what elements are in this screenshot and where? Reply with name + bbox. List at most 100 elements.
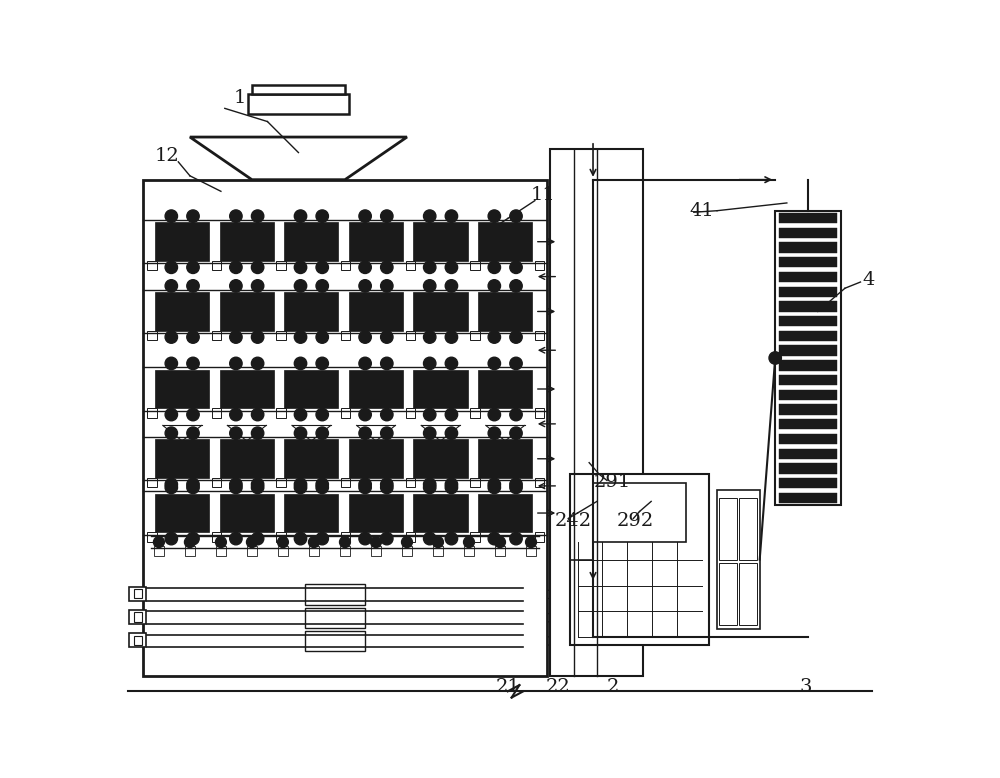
- Bar: [341, 408, 350, 418]
- Bar: [779, 301, 837, 312]
- Circle shape: [165, 357, 178, 370]
- Bar: [284, 292, 338, 331]
- Circle shape: [424, 478, 436, 491]
- Bar: [143, 180, 547, 676]
- Bar: [284, 223, 338, 261]
- Circle shape: [381, 482, 393, 494]
- Circle shape: [510, 478, 522, 491]
- Circle shape: [187, 331, 199, 343]
- Circle shape: [381, 331, 393, 343]
- Text: 4: 4: [862, 272, 874, 289]
- Bar: [129, 633, 146, 647]
- Text: 22: 22: [546, 678, 571, 696]
- Bar: [719, 498, 737, 559]
- Circle shape: [316, 280, 328, 292]
- Bar: [406, 478, 415, 488]
- Bar: [779, 345, 837, 356]
- Circle shape: [251, 210, 264, 223]
- Bar: [779, 316, 837, 326]
- Bar: [341, 478, 350, 488]
- Circle shape: [251, 280, 264, 292]
- Circle shape: [359, 357, 371, 370]
- Circle shape: [424, 210, 436, 223]
- Bar: [341, 261, 350, 271]
- Bar: [212, 532, 221, 541]
- Circle shape: [424, 261, 436, 274]
- Circle shape: [153, 537, 164, 548]
- Bar: [779, 419, 837, 429]
- Circle shape: [316, 210, 328, 223]
- Circle shape: [316, 478, 328, 491]
- Bar: [134, 636, 142, 645]
- Bar: [155, 292, 209, 331]
- Polygon shape: [523, 588, 570, 601]
- Bar: [309, 546, 319, 555]
- Bar: [406, 331, 415, 340]
- Circle shape: [424, 427, 436, 440]
- Text: 1: 1: [234, 89, 246, 107]
- Bar: [739, 563, 757, 626]
- Bar: [478, 494, 532, 532]
- Text: 21: 21: [495, 678, 520, 696]
- Bar: [535, 331, 544, 340]
- Circle shape: [445, 331, 458, 343]
- Bar: [406, 261, 415, 271]
- Circle shape: [359, 261, 371, 274]
- Circle shape: [381, 261, 393, 274]
- Circle shape: [488, 478, 501, 491]
- Bar: [779, 434, 837, 444]
- Bar: [185, 546, 195, 555]
- Circle shape: [445, 478, 458, 491]
- Bar: [276, 408, 286, 418]
- Bar: [464, 546, 474, 555]
- Circle shape: [251, 357, 264, 370]
- Circle shape: [187, 210, 199, 223]
- Bar: [779, 375, 837, 385]
- Bar: [402, 546, 412, 555]
- Bar: [478, 440, 532, 478]
- Bar: [470, 478, 480, 488]
- Circle shape: [359, 280, 371, 292]
- Circle shape: [488, 331, 501, 343]
- Bar: [305, 584, 365, 605]
- Bar: [413, 370, 468, 408]
- Bar: [129, 610, 146, 624]
- Circle shape: [445, 427, 458, 440]
- Circle shape: [251, 482, 264, 494]
- Bar: [779, 360, 837, 370]
- Bar: [413, 440, 468, 478]
- Bar: [478, 223, 532, 261]
- Bar: [340, 546, 350, 555]
- Circle shape: [381, 357, 393, 370]
- Circle shape: [316, 532, 328, 545]
- Bar: [349, 494, 403, 532]
- Text: 41: 41: [689, 202, 714, 219]
- Bar: [220, 223, 274, 261]
- Circle shape: [251, 331, 264, 343]
- Text: 292: 292: [617, 512, 654, 530]
- Circle shape: [488, 408, 501, 421]
- Circle shape: [230, 478, 242, 491]
- Bar: [779, 478, 837, 489]
- Circle shape: [165, 408, 178, 421]
- Circle shape: [488, 280, 501, 292]
- Circle shape: [359, 478, 371, 491]
- Circle shape: [294, 532, 307, 545]
- Bar: [779, 390, 837, 400]
- Circle shape: [165, 261, 178, 274]
- Circle shape: [294, 427, 307, 440]
- Circle shape: [316, 261, 328, 274]
- Bar: [413, 494, 468, 532]
- Circle shape: [445, 280, 458, 292]
- Circle shape: [445, 482, 458, 494]
- Circle shape: [230, 408, 242, 421]
- Bar: [535, 261, 544, 271]
- Circle shape: [510, 280, 522, 292]
- Bar: [212, 261, 221, 271]
- Circle shape: [294, 478, 307, 491]
- Bar: [406, 532, 415, 541]
- Bar: [305, 608, 365, 628]
- Circle shape: [187, 532, 199, 545]
- Bar: [220, 292, 274, 331]
- Circle shape: [294, 331, 307, 343]
